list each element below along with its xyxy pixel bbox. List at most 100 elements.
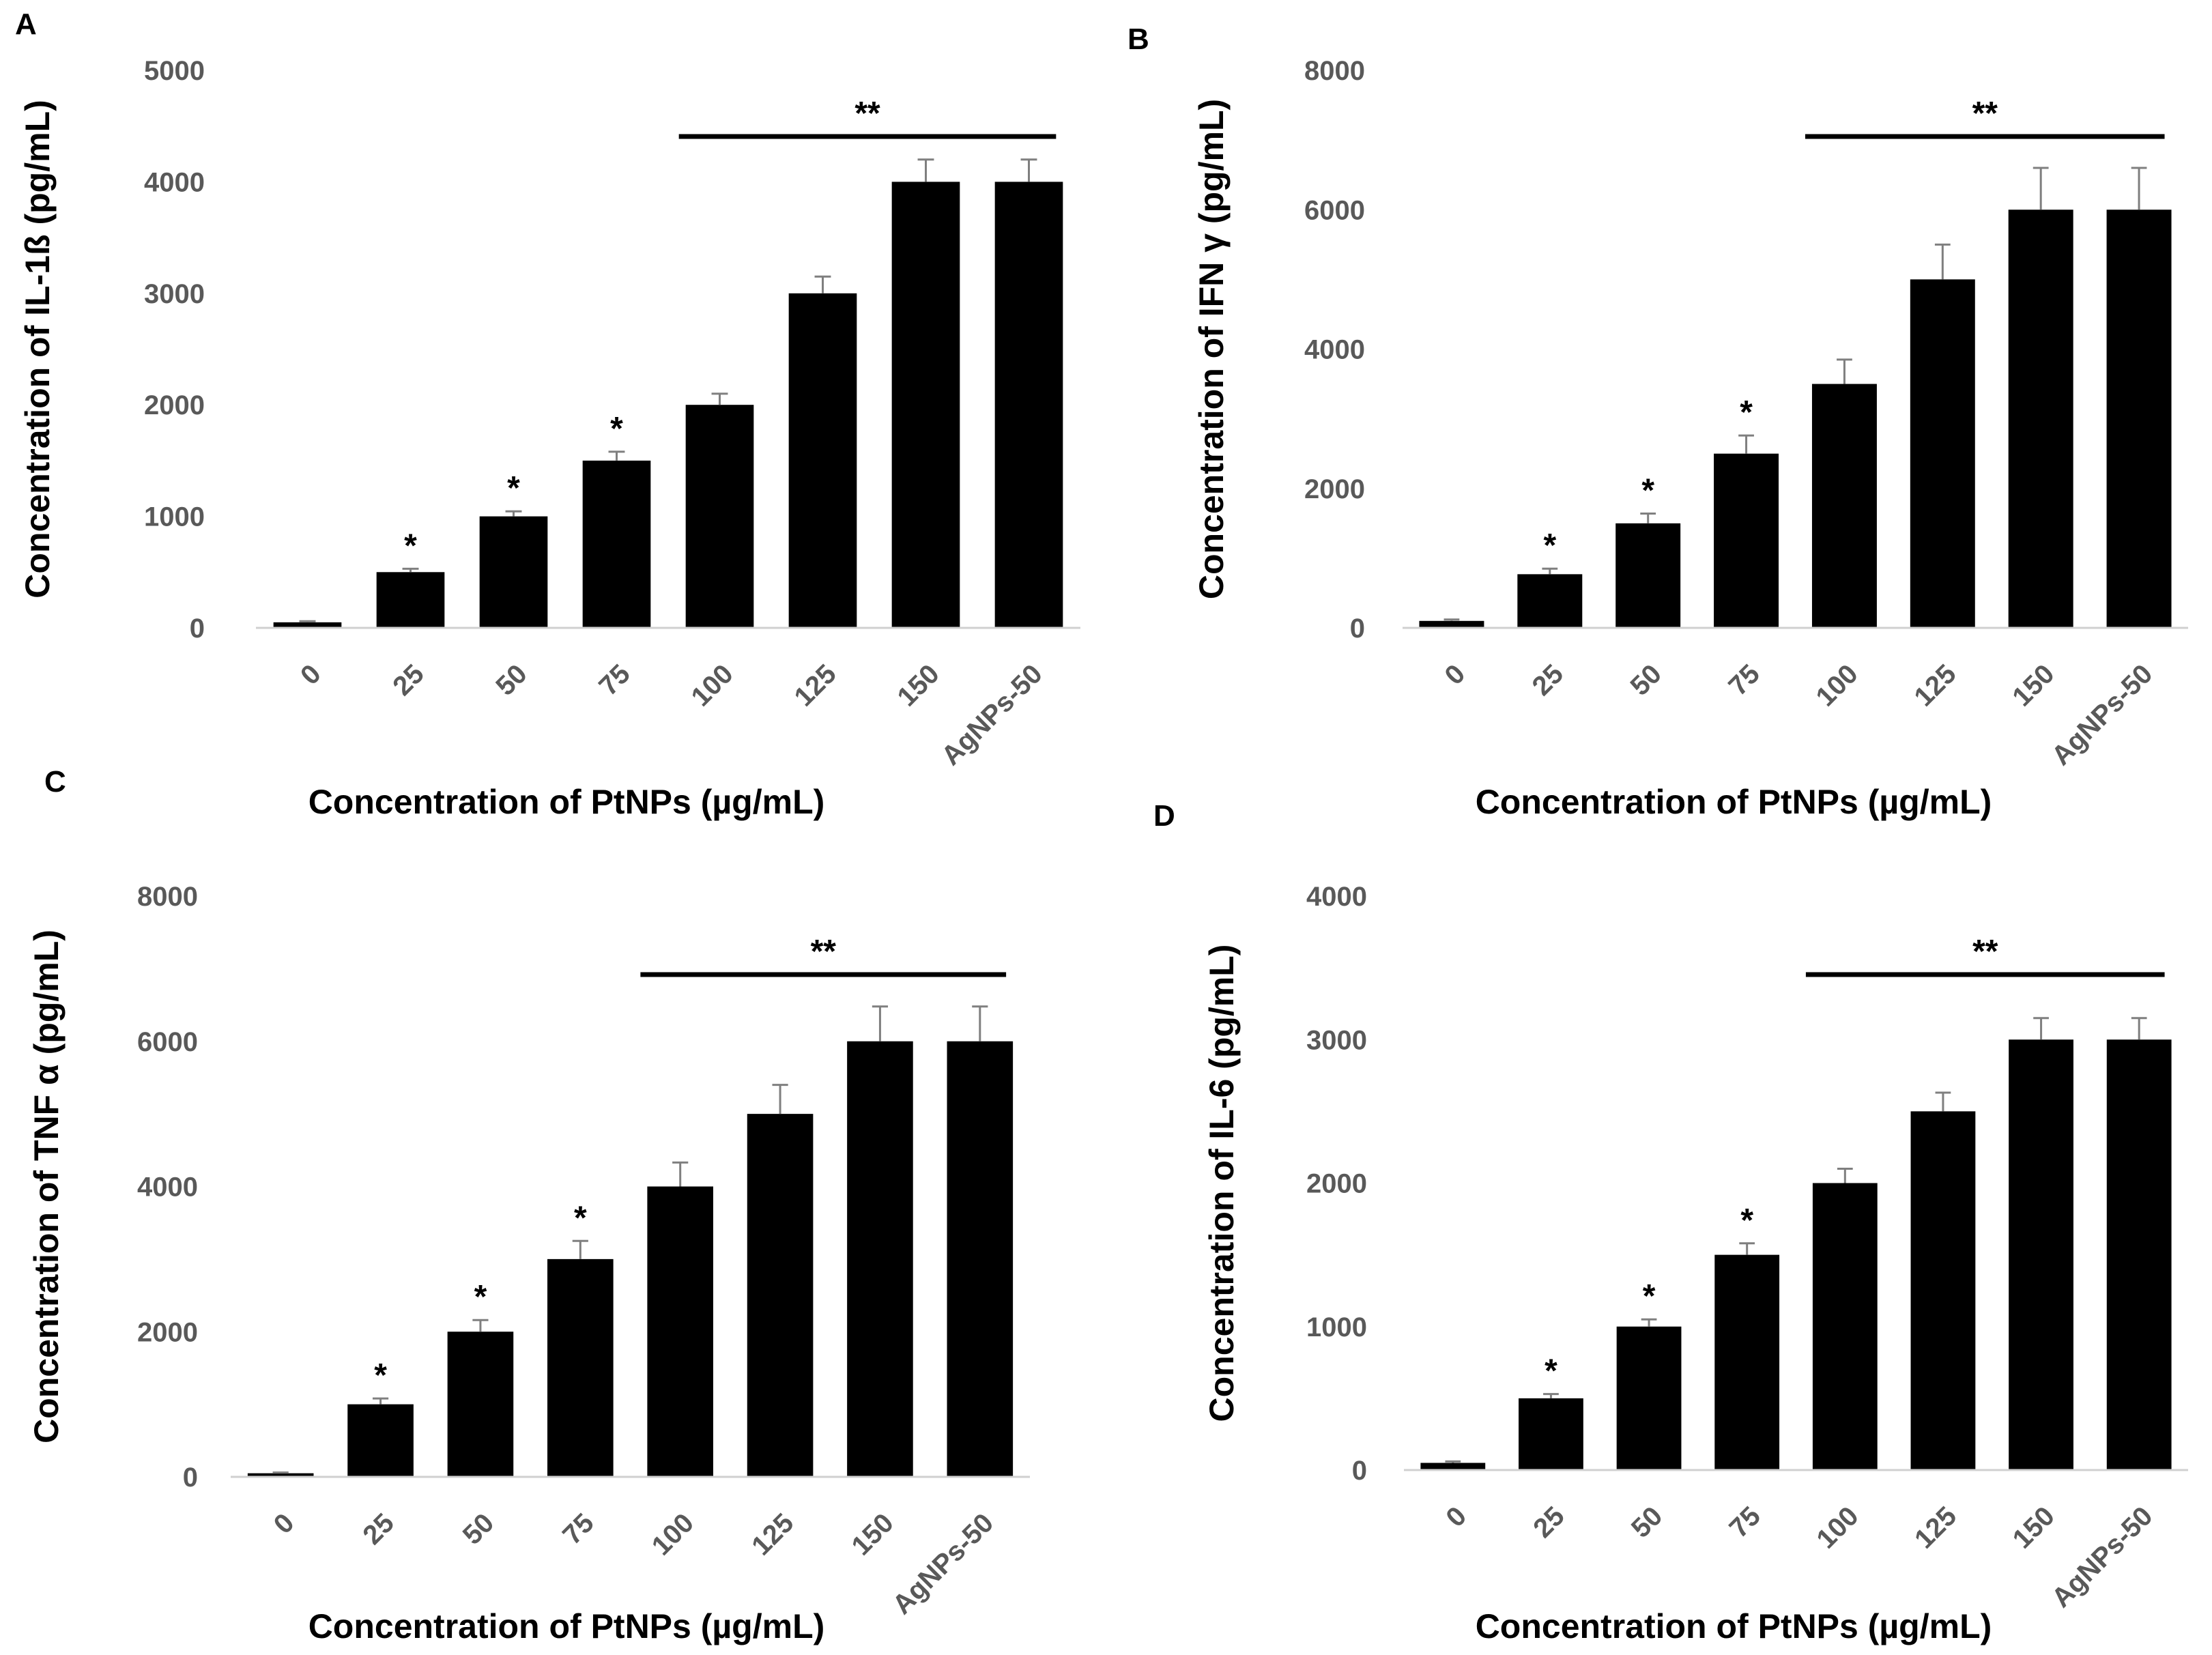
error-bar <box>608 450 625 461</box>
bar-100 <box>1812 1183 1878 1470</box>
bar-agnps-50 <box>994 182 1063 628</box>
x-tick-label: 0 <box>295 659 327 691</box>
y-tick-label: 2000 <box>1304 474 1365 504</box>
x-tick-label: 0 <box>268 1508 300 1540</box>
y-axis-title: Concentration of IL-1ß (pg/mL) <box>18 100 57 598</box>
x-tick-label: 50 <box>490 659 533 702</box>
x-tick-label: 75 <box>1723 1501 1766 1544</box>
significance-marker: * <box>574 1200 587 1236</box>
error-bar <box>402 567 419 573</box>
error-bar <box>711 392 728 405</box>
error-bar <box>1443 618 1460 621</box>
error-bar <box>1739 1242 1755 1255</box>
significance-marker: * <box>1641 473 1654 509</box>
error-bar <box>1542 567 1558 575</box>
y-tick-label: 1000 <box>1306 1312 1367 1342</box>
x-tick-label: 100 <box>646 1508 700 1561</box>
bar-75 <box>1714 453 1779 628</box>
bar-125 <box>788 293 857 628</box>
significance-marker: * <box>1545 1353 1557 1390</box>
significance-marker: * <box>1643 1278 1656 1314</box>
panel-letter: C <box>44 765 66 798</box>
bar-150 <box>847 1041 913 1477</box>
y-tick-label: 2000 <box>137 1317 198 1347</box>
y-tick-label: 0 <box>1350 614 1365 644</box>
bar-100 <box>1811 384 1877 628</box>
significance-marker: * <box>404 528 417 564</box>
x-tick-label: 150 <box>892 659 945 712</box>
x-tick-label: 25 <box>1527 659 1570 702</box>
error-bar <box>672 1161 689 1187</box>
error-bar <box>2131 1017 2147 1040</box>
x-tick-label: 150 <box>2007 1501 2060 1554</box>
y-tick-label: 0 <box>1352 1456 1367 1486</box>
error-bar <box>814 275 831 293</box>
error-bar <box>1020 158 1037 182</box>
bar-75 <box>547 1258 614 1477</box>
bar-125 <box>747 1114 814 1477</box>
significance-bracket-label: ** <box>1972 934 1998 970</box>
y-tick-label: 3000 <box>1306 1025 1367 1055</box>
x-tick-label: 100 <box>686 659 739 712</box>
x-tick-label: 0 <box>1440 1501 1472 1533</box>
bar-75 <box>582 460 651 628</box>
bar-50 <box>1616 1326 1682 1470</box>
panel-letter: B <box>1127 23 1149 56</box>
y-tick-label: 0 <box>190 614 205 644</box>
significance-marker: * <box>1740 394 1753 431</box>
x-tick-label: AgNPs-50 <box>2046 1501 2159 1613</box>
bar-25 <box>376 572 445 628</box>
panel-letter: D <box>1153 799 1175 833</box>
significance-bracket-label: ** <box>811 934 837 970</box>
bar-150 <box>2009 1039 2073 1470</box>
error-bar <box>1641 1318 1657 1327</box>
error-bar <box>372 1397 389 1405</box>
y-tick-label: 0 <box>183 1463 198 1493</box>
significance-bracket-label: ** <box>854 96 880 132</box>
bar-25 <box>1519 1398 1583 1470</box>
y-tick-label: 3000 <box>144 279 205 309</box>
error-bar <box>472 1319 489 1332</box>
bar-50 <box>447 1332 514 1477</box>
chart-panel-a: A 0 1000 2000 3000 4000 5000 0 * 25 * 50 * 75 100 125 15… <box>15 8 1080 821</box>
x-tick-label: 150 <box>846 1508 899 1561</box>
bar-25 <box>1517 574 1583 628</box>
x-tick-label: AgNPs-50 <box>887 1508 999 1620</box>
significance-marker: * <box>474 1279 487 1315</box>
x-tick-label: 75 <box>1723 659 1766 702</box>
x-tick-label: 125 <box>1908 659 1962 712</box>
bar-25 <box>347 1404 414 1477</box>
x-tick-label: 25 <box>387 659 430 702</box>
error-bar <box>1445 1460 1461 1463</box>
x-axis-title: Concentration of PtNPs (µg/mL) <box>308 783 825 821</box>
error-bar <box>572 1239 588 1259</box>
error-bar <box>299 620 316 622</box>
significance-marker: * <box>610 411 623 447</box>
chart-panel-b: B 0 2000 4000 6000 8000 0 * 25 * 50 * 75 100 125 150AgN… <box>1127 23 2188 821</box>
significance-marker: * <box>1740 1203 1753 1239</box>
bar-125 <box>1910 1111 1976 1470</box>
x-tick-label: 50 <box>1624 659 1667 702</box>
x-tick-label: 50 <box>1626 1501 1669 1544</box>
bar-0 <box>1420 1463 1486 1470</box>
bar-agnps-50 <box>2106 210 2172 628</box>
y-axis-title: Concentration of TNF α (pg/mL) <box>27 930 66 1443</box>
error-bar <box>1934 243 1951 280</box>
error-bar <box>505 510 522 517</box>
y-tick-label: 5000 <box>144 56 205 86</box>
x-axis-title: Concentration of PtNPs (µg/mL) <box>308 1607 825 1645</box>
x-tick-label: 125 <box>789 659 842 712</box>
bar-0 <box>247 1473 314 1477</box>
bar-50 <box>479 516 548 628</box>
error-bar <box>772 1084 788 1114</box>
bar-100 <box>647 1186 713 1477</box>
x-tick-label: 0 <box>1439 659 1471 691</box>
bar-50 <box>1615 523 1681 628</box>
error-bar <box>917 158 934 182</box>
x-tick-label: 50 <box>457 1508 500 1551</box>
significance-marker: * <box>374 1357 387 1394</box>
chart-panel-d: D 0 1000 2000 3000 4000 0 * 25 * 50 * 75 100 125 150AgN… <box>1153 799 2188 1645</box>
x-axis-title: Concentration of PtNPs (µg/mL) <box>1476 783 1992 821</box>
y-tick-label: 4000 <box>144 167 205 197</box>
